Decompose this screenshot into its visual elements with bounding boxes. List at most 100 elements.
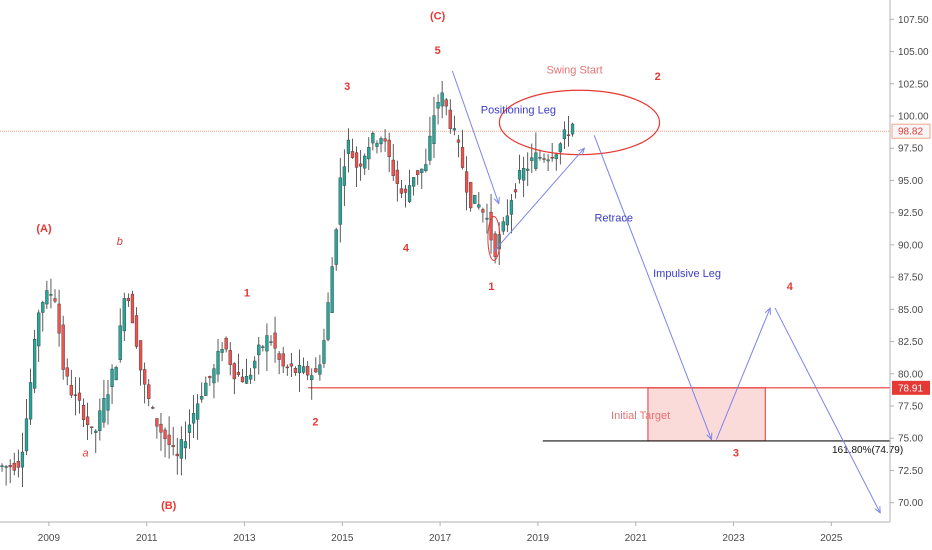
candle-up [505, 215, 509, 226]
candle-down [399, 188, 404, 194]
candle-up [248, 374, 253, 380]
candle-up [436, 102, 440, 109]
candle-up [517, 170, 522, 180]
candle-up [301, 366, 306, 373]
candle-up [45, 290, 49, 305]
candle-up [562, 129, 567, 139]
chart-annotation: Positioning Leg [481, 104, 556, 116]
wave-label: 4 [787, 281, 794, 293]
candle-up [297, 364, 302, 374]
candle-up [326, 302, 330, 340]
candle-up [530, 157, 534, 161]
candle-down [65, 367, 69, 377]
candle-up [534, 152, 538, 169]
wave-label: a [83, 447, 89, 459]
candle-down [306, 365, 310, 376]
candle-down [159, 423, 163, 433]
y-tick-label: 85.00 [898, 305, 923, 316]
candle-down [81, 404, 86, 421]
candle-down [85, 416, 90, 426]
candle-up [49, 294, 53, 296]
candle-up [24, 418, 29, 452]
fib-level-label: 161.80%(74.79) [832, 445, 903, 456]
candle-down [350, 151, 355, 158]
candle-down [208, 376, 212, 379]
leg-arrow [493, 148, 584, 252]
y-tick-label: 70.00 [898, 498, 923, 509]
candle-up [440, 92, 444, 107]
x-tick-label: 2019 [527, 533, 550, 544]
wave-label: (B) [161, 500, 177, 512]
candle-up [538, 157, 542, 159]
candle-up [204, 382, 208, 396]
candle-down [126, 297, 130, 302]
candle-down [513, 189, 518, 193]
candle-down [236, 372, 241, 375]
wave-label: 4 [403, 242, 410, 254]
candle-up [522, 168, 526, 181]
y-tick-label: 95.00 [898, 176, 923, 187]
candle-up [411, 177, 416, 187]
candle-up [257, 344, 261, 356]
candle-down [460, 147, 465, 168]
candle-up [501, 221, 505, 232]
candle-up [424, 164, 428, 172]
candle-up [318, 364, 322, 375]
projection-arrow [715, 308, 770, 440]
candle-up [191, 413, 196, 424]
candle-up [118, 325, 122, 360]
candle-down [277, 353, 281, 360]
target-zone-layer [647, 387, 766, 442]
candle-up [261, 346, 265, 348]
candle-up [253, 360, 257, 369]
candle-down [90, 426, 94, 428]
candle-down [448, 109, 452, 129]
candle-up [407, 185, 412, 202]
candle-down [416, 170, 420, 175]
y-tick-label: 80.00 [898, 369, 923, 380]
chart-annotation: Initial Target [611, 410, 670, 422]
candle-up [212, 368, 216, 384]
candle-down [285, 366, 289, 369]
wave-label: 2 [312, 416, 318, 428]
candle-up [310, 375, 314, 380]
chart-annotation: Swing Start [546, 64, 602, 76]
candle-down [314, 368, 318, 373]
x-tick-label: 2013 [233, 533, 256, 544]
candle-down [228, 350, 232, 365]
candle-up [432, 115, 436, 144]
candle-up [183, 441, 188, 449]
candle-down [489, 211, 493, 241]
candle-down [175, 453, 179, 457]
candle-up [485, 217, 489, 220]
x-tick-label: 2015 [331, 533, 354, 544]
wave-label: 2 [655, 71, 661, 83]
candle-down [143, 369, 147, 385]
projection-arrow [774, 307, 880, 513]
wave-label: 5 [435, 45, 441, 57]
candles-layer [0, 80, 575, 488]
candle-down [232, 363, 236, 380]
y-tick-label: 107.50 [898, 15, 929, 26]
candle-down [387, 139, 391, 158]
candle-up [41, 302, 45, 313]
candle-up [526, 168, 530, 171]
y-tick-label: 77.50 [898, 402, 923, 413]
wave1-low-ellipse [487, 215, 501, 261]
y-tick-label: 72.50 [898, 466, 923, 477]
candle-up [558, 143, 562, 153]
candle-down [391, 159, 395, 176]
candle-down [134, 315, 139, 347]
x-tick-label: 2017 [429, 533, 452, 544]
target-zone-box [647, 387, 766, 442]
candle-down [542, 158, 546, 160]
initial-target-badge [892, 380, 930, 395]
candle-up [473, 195, 477, 204]
candle-down [481, 209, 485, 213]
x-tick-label: 2023 [722, 533, 745, 544]
candle-up [179, 439, 183, 459]
candle-up [334, 229, 338, 265]
